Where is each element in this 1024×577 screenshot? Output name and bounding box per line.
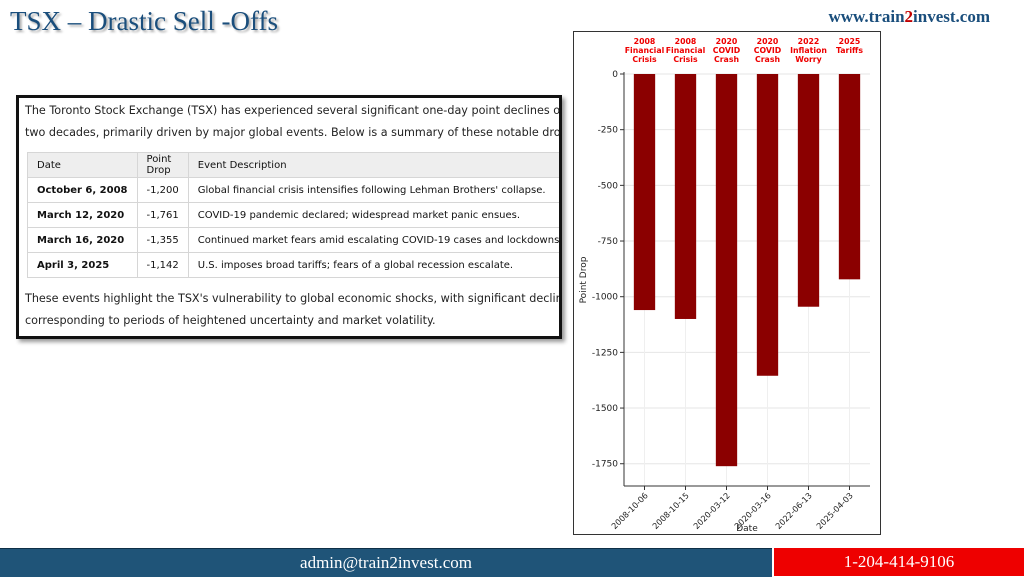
bar-annotation: Crash [755,55,780,64]
bar [838,74,861,280]
table-row: March 16, 2020 -1,355 Continued market f… [27,227,559,253]
footer-phone[interactable]: 1-204-414-9106 [843,552,955,571]
bar-annotation: Crisis [673,55,698,64]
y-tick-label: -250 [598,126,619,136]
bar [756,74,779,376]
bar [715,74,738,467]
cell-point-drop: -1,142 [136,252,189,278]
cell-event: COVID-19 pandemic declared; widespread m… [187,202,559,228]
bar-annotation: Crisis [632,55,657,64]
bar-annotation: COVID [713,46,741,55]
bar-annotation: Tariffs [836,46,863,55]
y-tick-label: -750 [598,237,619,247]
bar-annotation: 2025 [839,37,861,46]
brand-number: 2 [904,7,914,26]
bar [797,74,820,307]
footer-email-bar: admin@train2invest.com [0,548,772,577]
sell-off-table: Date Point Drop Event Description Octobe… [27,152,559,278]
table-row: March 12, 2020 -1,761 COVID-19 pandemic … [27,202,559,228]
outro-line-1: These events highlight the TSX's vulnera… [25,292,562,305]
outro-paragraph: These events highlight the TSX's vulnera… [25,288,562,332]
tsx-summary-screenshot: The Toronto Stock Exchange (TSX) has exp… [16,95,562,339]
column-header-event-description: Event Description [187,152,559,178]
cell-point-drop: -1,200 [136,177,189,203]
x-axis-label: Date [736,524,758,534]
footer-email[interactable]: admin@train2invest.com [300,553,472,572]
cell-date: October 6, 2008 [27,177,138,203]
bar-annotation: 2022 [798,37,820,46]
bar-annotation: 2020 [757,37,779,46]
cell-date: March 16, 2020 [27,227,138,253]
column-header-point-drop: Point Drop [136,152,189,178]
table-row: April 3, 2025 -1,142 U.S. imposes broad … [27,252,559,278]
brand-url[interactable]: www.train2invest.com [829,7,991,27]
y-tick-label: -1000 [592,293,618,303]
y-tick-label: -1500 [592,404,618,414]
brand-prefix: www.train [828,7,905,26]
cell-event: Continued market fears amid escalating C… [187,227,559,253]
slide-title: TSX – Drastic Sell -Offs [10,6,278,36]
x-tick-label: 2020-03-12 [691,490,732,531]
footer-phone-bar: 1-204-414-9106 [774,548,1024,576]
bar-annotation: 2008 [675,37,697,46]
bar-annotation: Financial [666,46,706,55]
bar-annotation: Inflation [790,46,827,55]
intro-line-1: The Toronto Stock Exchange (TSX) has exp… [25,104,562,117]
column-header-date: Date [27,152,138,178]
bar [633,74,656,311]
y-tick-label: -1750 [592,460,618,470]
bar-chart-svg: 0 -250 -500 -750 -1000 -1250 -1500 -1750 2008-10… [579,37,870,534]
x-tick-label: 2025-04-03 [814,490,855,531]
cell-point-drop: -1,761 [136,202,189,228]
bar-annotation: Worry [795,55,821,64]
cell-point-drop: -1,355 [136,227,189,253]
point-drop-chart: 0 -250 -500 -750 -1000 -1250 -1500 -1750 2008-10… [573,31,881,535]
table-row: October 6, 2008 -1,200 Global financial … [27,177,559,203]
y-tick-label: -500 [598,181,619,191]
y-tick-label: 0 [612,70,618,80]
x-tick-label: 2022-06-13 [773,490,814,531]
brand-suffix: invest.com [913,7,990,26]
bar-annotation: COVID [754,46,782,55]
cell-date: March 12, 2020 [27,202,138,228]
y-axis-label: Point Drop [579,256,589,303]
outro-line-2: corresponding to periods of heightened u… [25,314,436,327]
cell-date: April 3, 2025 [27,252,138,278]
y-tick-label: -1250 [592,348,618,358]
x-tick-label: 2008-10-06 [609,490,650,531]
bar [674,74,697,319]
bar-annotation: 2020 [716,37,738,46]
cell-event: Global financial crisis intensifies foll… [187,177,559,203]
x-tick-label: 2008-10-15 [650,490,691,531]
bar-annotation: Crash [714,55,739,64]
bar-annotation: 2008 [634,37,656,46]
intro-paragraph: The Toronto Stock Exchange (TSX) has exp… [25,100,562,144]
cell-event: U.S. imposes broad tariffs; fears of a g… [187,252,559,278]
table-header-row: Date Point Drop Event Description [27,152,559,178]
bar-annotation: Financial [625,46,665,55]
intro-line-2: two decades, primarily driven by major g… [25,126,562,139]
